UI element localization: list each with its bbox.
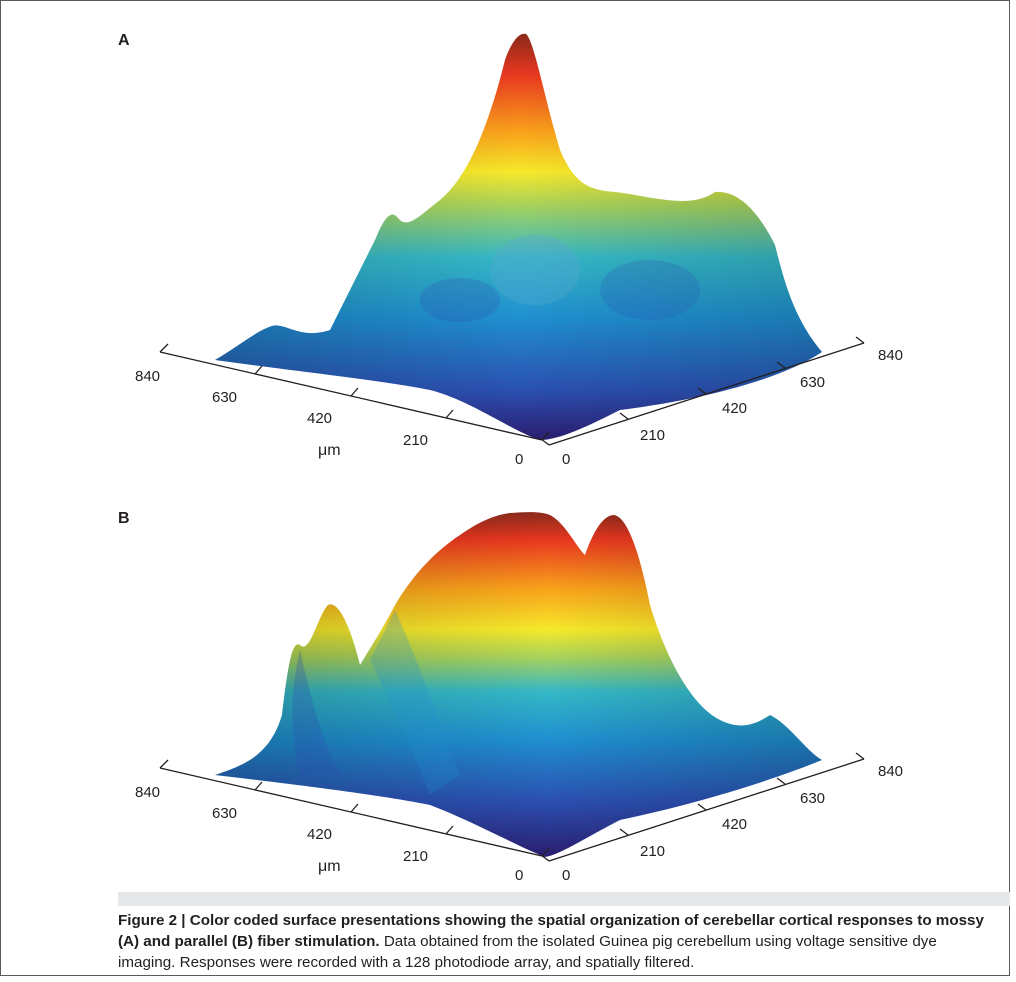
left-tick-b-420: 420 [307,826,332,843]
axis-left-b [159,759,550,857]
left-tick-a-0: 0 [515,451,523,468]
left-tick-a-630: 630 [212,389,237,406]
left-tick-b-840: 840 [135,784,160,801]
right-tick-a-0: 0 [562,451,570,468]
right-tick-a-840: 840 [878,347,903,364]
right-tick-b-630: 630 [800,790,825,807]
figure-caption: Figure 2 | Color coded surface presentat… [118,910,998,973]
axis-right-b [540,752,865,862]
axis-right-a [540,336,865,446]
unit-label-a: μm [318,442,341,459]
caption-label: Figure 2 | Color coded surface presentat… [118,912,984,950]
right-tick-b-0: 0 [562,867,570,884]
left-tick-b-210: 210 [403,848,428,865]
left-tick-b-630: 630 [212,805,237,822]
left-tick-a-210: 210 [403,432,428,449]
right-tick-a-420: 420 [722,400,747,417]
right-tick-a-210: 210 [640,427,665,444]
surface-plot-b: 840 630 420 210 0 μm 0 210 420 630 840 [135,512,903,884]
right-tick-a-630: 630 [800,374,825,391]
left-tick-b-0: 0 [515,867,523,884]
axis-left-a [159,343,550,441]
unit-label-b: μm [318,858,341,875]
right-tick-b-420: 420 [722,816,747,833]
right-tick-b-210: 210 [640,843,665,860]
panel-label-a: A [118,32,130,49]
right-tick-b-840: 840 [878,763,903,780]
caption-body: Data obtained from the isolated Guinea p… [118,933,937,971]
left-tick-a-840: 840 [135,368,160,385]
left-tick-a-420: 420 [307,410,332,427]
surface-plot-a: 840 630 420 210 0 μm 0 210 420 630 840 [135,33,903,468]
panel-label-b: B [118,510,130,527]
caption-separator [118,892,1010,906]
